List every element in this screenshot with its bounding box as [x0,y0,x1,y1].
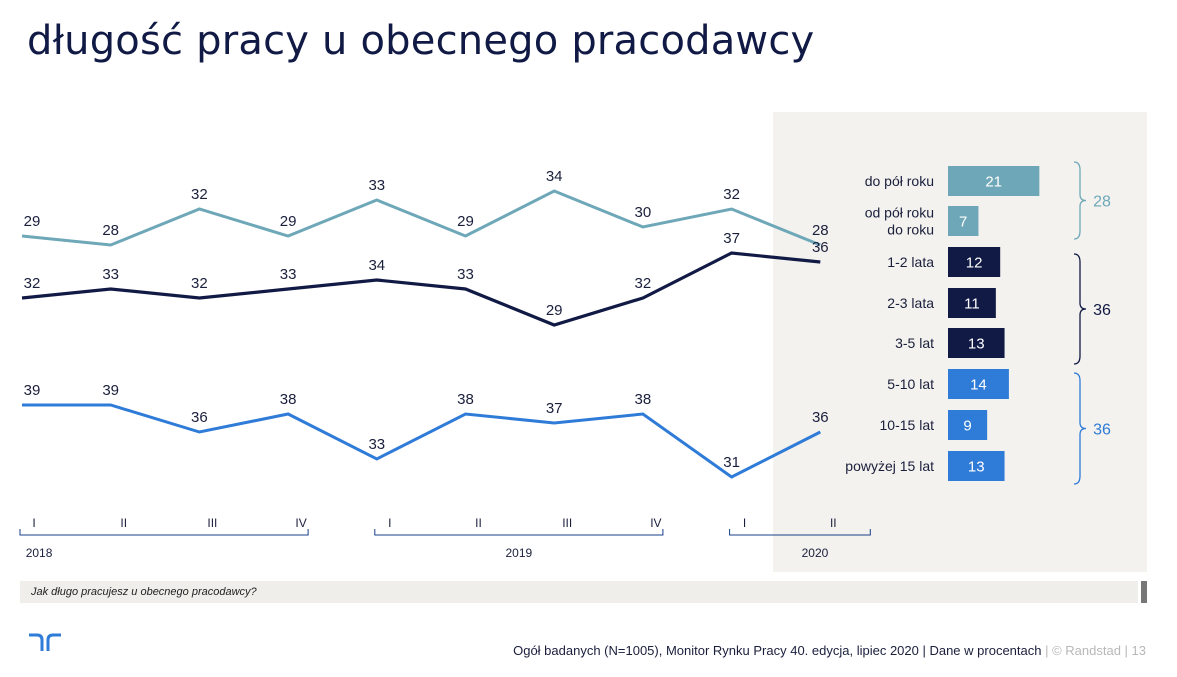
x-tick-label: III [207,516,217,530]
bar-value-label: 9 [963,418,971,435]
year-label: 2019 [505,546,532,560]
group-total-label: 28 [1093,194,1111,211]
data-label: 36 [191,409,208,426]
data-label: 33 [457,266,474,283]
data-label: 39 [24,382,41,399]
bar-category-label: do roku [887,222,934,238]
bar-value-label: 12 [966,255,983,272]
x-tick-label: I [32,516,35,530]
bar-value-label: 14 [970,377,987,394]
bar-category-label: 5-10 lat [887,376,934,392]
bar-value-label: 11 [964,296,980,313]
data-label: 31 [723,454,740,471]
data-label: 32 [24,275,41,292]
series-line-3 [22,403,821,479]
page-title: długość pracy u obecnego pracodawcy [27,18,815,64]
x-tick-label: III [562,516,572,530]
data-label: 34 [368,257,385,274]
group-total-label: 36 [1093,302,1111,319]
series-line-1 [21,189,821,247]
x-tick-label: II [830,516,837,530]
group-brace [1073,161,1087,240]
data-label: 38 [635,391,652,408]
x-tick-label: IV [295,516,306,530]
data-label: 32 [723,186,740,203]
group-brace [1073,253,1087,365]
bar [948,328,1005,358]
bar [948,369,1009,399]
bar [948,451,1005,481]
group-brace [1073,372,1087,485]
data-label: 29 [546,302,563,319]
year-bracket [374,529,664,536]
footer-source: Ogół badanych (N=1005), Monitor Rynku Pr… [513,643,1042,658]
x-tick-label: II [475,516,482,530]
series-line-2 [21,251,821,327]
data-label: 37 [723,230,740,247]
bar-category-label: powyżej 15 lat [845,458,934,474]
bar-category-label: 1-2 lata [887,254,934,270]
data-label: 38 [280,391,297,408]
year-bracket [729,529,871,536]
data-label: 39 [102,382,119,399]
data-label: 32 [191,275,208,292]
bar-category-label: do pół roku [865,173,934,189]
bar-value-label: 7 [959,214,967,231]
footer: Ogół badanych (N=1005), Monitor Rynku Pr… [0,643,1146,658]
bar-category-label: 2-3 lata [887,295,934,311]
x-tick-label: I [743,516,746,530]
bar-category-label: 10-15 lat [880,417,935,433]
year-label: 2020 [802,546,829,560]
data-label: 37 [546,400,563,417]
group-total-label: 36 [1093,422,1111,439]
year-bracket [19,529,309,536]
x-tick-label: IV [650,516,661,530]
bar [948,206,979,236]
data-label: 36 [812,409,829,426]
footer-brand: | © Randstad | 13 [1041,643,1146,658]
bar [948,288,996,318]
data-label: 29 [280,213,297,230]
data-label: 32 [191,186,208,203]
randstad-logo-icon [29,633,61,651]
data-label: 36 [812,239,829,256]
data-label: 28 [102,222,119,239]
survey-question: Jak długo pracujesz u obecnego pracodawc… [20,581,1138,603]
x-tick-label: I [388,516,391,530]
year-label: 2018 [26,546,53,560]
data-label: 33 [102,266,119,283]
bar [948,410,988,440]
bar-category-label: od pół roku [865,205,934,221]
bar [948,166,1040,196]
bar-value-label: 21 [985,174,1002,191]
question-accent-bar [1141,581,1147,603]
data-label: 33 [368,436,385,453]
data-label: 33 [280,266,297,283]
data-label: 34 [546,168,563,185]
bar [948,247,1001,277]
data-label: 33 [368,177,385,194]
data-label: 29 [24,213,41,230]
bar-category-label: 3-5 lat [895,335,934,351]
x-tick-label: II [120,516,127,530]
data-label: 38 [457,391,474,408]
data-label: 29 [457,213,474,230]
data-label: 32 [635,275,652,292]
data-label: 28 [812,222,829,239]
data-label: 30 [635,204,652,221]
bar-value-label: 13 [968,459,985,476]
bar-value-label: 13 [968,336,985,353]
